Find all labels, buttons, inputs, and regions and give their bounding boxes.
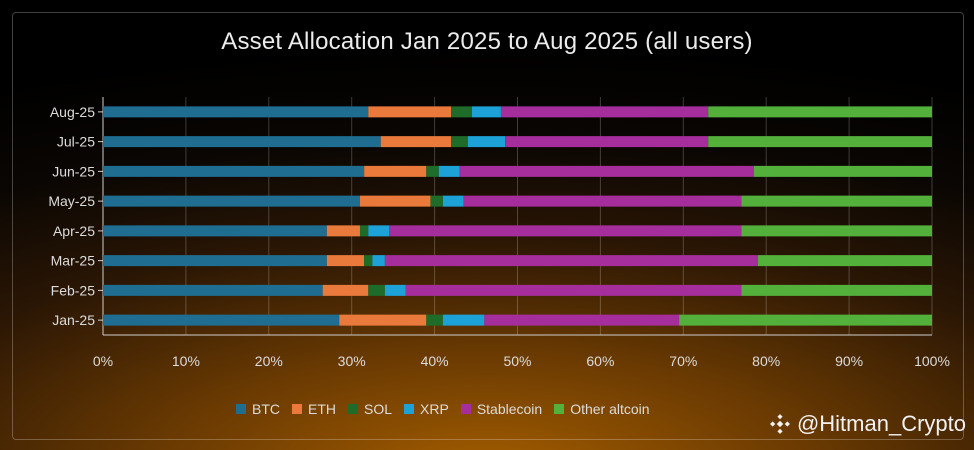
bar-segment [451, 136, 468, 148]
legend-item: SOL [348, 401, 392, 417]
x-tick-label: 70% [669, 353, 697, 369]
bar-segment [359, 225, 369, 237]
y-category-label: Mar-25 [51, 253, 96, 269]
bar-segment [708, 106, 932, 118]
legend-item: XRP [404, 401, 449, 417]
bar-segment [430, 195, 443, 207]
bar-segment [103, 195, 360, 207]
y-category-label: May-25 [48, 193, 95, 209]
y-category-label: Jun-25 [52, 163, 95, 179]
y-category-label: Jul-25 [57, 134, 95, 150]
legend-label: Stablecoin [476, 401, 543, 417]
legend-item: BTC [236, 401, 280, 417]
x-tick-label: 0% [93, 353, 113, 369]
x-tick-label: 10% [172, 353, 200, 369]
legend-item: Other altcoin [554, 401, 650, 417]
y-category-label: Feb-25 [51, 282, 96, 298]
legend-item: Stablecoin [460, 401, 543, 417]
x-tick-label: 60% [586, 353, 614, 369]
legend-swatch [460, 404, 471, 414]
x-tick-label: 90% [835, 353, 863, 369]
bar-segment [364, 165, 427, 177]
bar-segment [389, 225, 742, 237]
legend-label: Other altcoin [570, 401, 650, 417]
bar-segment [679, 314, 932, 326]
y-category-label: Aug-25 [50, 104, 95, 120]
bar-segment [405, 284, 742, 296]
bar-segment [326, 225, 360, 237]
bar-segment [326, 255, 365, 267]
bar-segment [368, 225, 390, 237]
bar-segment [442, 195, 464, 207]
bar-segment [442, 314, 485, 326]
x-tick-label: 80% [752, 353, 780, 369]
legend-swatch [292, 404, 302, 414]
bar-segment [467, 136, 506, 148]
bar-segment [459, 165, 754, 177]
bar-segment [463, 195, 742, 207]
bar-segment [426, 314, 443, 326]
y-category-label: Jan-25 [52, 312, 95, 328]
y-category-label: Apr-25 [53, 223, 95, 239]
bar-segment [741, 225, 932, 237]
bar-segment [451, 106, 472, 118]
bar-segment [103, 255, 327, 267]
bar-segment [339, 314, 427, 326]
bar-segment [438, 165, 460, 177]
x-tick-label: 40% [421, 353, 449, 369]
bar-segment [741, 284, 932, 296]
bar-segment [103, 136, 381, 148]
legend-swatch [348, 404, 358, 414]
x-tick-label: 30% [338, 353, 366, 369]
legend-label: SOL [364, 401, 393, 417]
legend-swatch [236, 404, 246, 414]
legend-label: BTC [252, 401, 280, 417]
x-tick-label: 20% [255, 353, 283, 369]
binance-diamond-icon [770, 414, 790, 434]
bar-segment [426, 165, 439, 177]
bar-segment [103, 314, 340, 326]
bar-segment [103, 165, 365, 177]
legend-swatch [554, 404, 565, 414]
bar-segment [103, 106, 369, 118]
legend-swatch [404, 404, 415, 414]
bar-segment [500, 106, 709, 118]
bar-segment [471, 106, 501, 118]
watermark-text: @Hitman_Crypto [796, 411, 966, 436]
bar-segment [322, 284, 369, 296]
bar-segment [384, 255, 758, 267]
bar-segment [753, 165, 932, 177]
bar-segment [708, 136, 932, 148]
bar-segment [484, 314, 680, 326]
bar-segment [757, 255, 932, 267]
legend-label: XRP [420, 401, 449, 417]
bar-segment [103, 225, 327, 237]
x-tick-label: 100% [914, 353, 950, 369]
bar-segment [368, 284, 385, 296]
watermark: @Hitman_Crypto [769, 411, 966, 437]
chart-title: Asset Allocation Jan 2025 to Aug 2025 (a… [221, 28, 753, 55]
legend-label: ETH [308, 401, 336, 417]
bar-segment [364, 255, 373, 267]
legend-item: ETH [292, 401, 336, 417]
bar-segment [741, 195, 932, 207]
chart-panel-border [12, 12, 964, 440]
x-tick-label: 50% [503, 353, 531, 369]
bar-segment [384, 284, 406, 296]
bar-segment [103, 284, 323, 296]
chart-legend: BTC ETH SOL XRP Stablecoin Other altcoin [236, 400, 662, 418]
bar-segment [368, 106, 452, 118]
bar-segment [380, 136, 452, 148]
bar-segment [359, 195, 431, 207]
bar-segment [505, 136, 709, 148]
bar-segment [372, 255, 385, 267]
